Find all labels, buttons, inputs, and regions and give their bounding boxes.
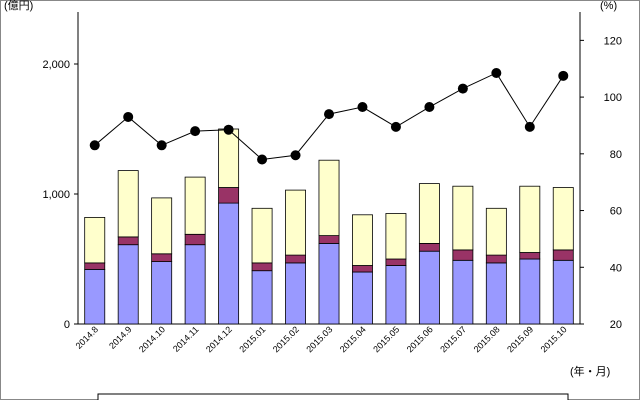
ratio-point (390, 121, 401, 132)
bar-segment-top (84, 216, 106, 264)
y-right-tick-label: 60 (610, 206, 622, 218)
bar-segment-middle (552, 249, 574, 261)
ratio-point (558, 70, 569, 81)
ratio-point (123, 111, 134, 122)
bar-segment-bottom (285, 262, 306, 325)
y-left-unit-label: (億円) (4, 0, 33, 12)
bar-segment-bottom (552, 259, 574, 325)
bar-segment-top (385, 213, 407, 260)
bar-segment-middle (117, 236, 139, 246)
bar-segment-middle (519, 252, 541, 260)
bar-segment-middle (352, 265, 373, 273)
legend-box (97, 393, 569, 400)
bar-segment-top (485, 207, 507, 256)
ratio-point (491, 67, 502, 78)
bar-segment-bottom (184, 244, 206, 325)
y-left-tick-label: 2,000 (42, 59, 70, 71)
ratio-point (156, 140, 167, 151)
y-right-tick-label: 40 (610, 262, 622, 274)
bar-segment-top (285, 189, 306, 256)
y-left-tick-label: 1,000 (42, 189, 70, 201)
bar-segment-top (452, 185, 474, 251)
bar-segment-middle (318, 235, 340, 244)
bar-segment-top (418, 183, 440, 244)
bar-segment-bottom (318, 242, 340, 325)
bar-segment-top (352, 214, 373, 266)
bar-segment-bottom (519, 258, 541, 325)
bar-segment-middle (485, 254, 507, 264)
bar-segment-middle (151, 253, 173, 263)
ratio-point (324, 109, 334, 120)
bar-segment-top (318, 159, 340, 236)
y-left-tick-label: 0 (64, 319, 70, 331)
bar-segment-bottom (485, 262, 507, 325)
bar-segment-middle (251, 262, 273, 272)
bar-segment-middle (452, 249, 474, 261)
bar-segment-middle (218, 187, 240, 204)
bar-segment-bottom (151, 261, 173, 325)
bar-segment-bottom (218, 202, 240, 325)
bar-segment-top (151, 197, 173, 255)
ratio-point (457, 83, 468, 94)
bar-segment-top (117, 170, 139, 238)
y-right-tick-label: 120 (604, 35, 622, 47)
ratio-point (257, 154, 268, 165)
bar-segment-bottom (418, 250, 440, 325)
ratio-point (190, 126, 201, 137)
bar-segment-bottom (452, 259, 474, 325)
bar-segment-bottom (352, 271, 373, 325)
ratio-point (290, 150, 301, 161)
y-right-tick-label: 20 (610, 319, 622, 331)
bar-segment-bottom (84, 268, 106, 325)
bar-segment-bottom (117, 244, 139, 325)
bar-segment-middle (418, 242, 440, 252)
bar-segment-middle (285, 254, 306, 264)
ratio-point (524, 121, 535, 132)
bar-segment-top (519, 185, 541, 253)
y-right-axis: 20 40 60 80 100 120 (580, 35, 622, 331)
ratio-point (89, 140, 100, 151)
bar-segment-top (251, 207, 273, 264)
ratio-point (424, 102, 435, 113)
bar-segment-middle (84, 262, 106, 270)
y-right-tick-label: 100 (604, 92, 622, 104)
bar-segment-bottom (385, 265, 407, 325)
bars (84, 128, 574, 325)
bar-segment-top (218, 128, 240, 188)
y-left-axis: 0 1,000 2,000 (42, 59, 78, 331)
bar-segment-middle (184, 233, 206, 246)
x-unit-label: (年・月) (570, 364, 610, 378)
bar-segment-middle (385, 258, 407, 266)
ratio-point (357, 102, 368, 113)
bar-segment-bottom (251, 270, 273, 325)
ratio-point (223, 124, 234, 135)
bar-segment-top (184, 176, 206, 235)
ratio-line (89, 67, 569, 165)
bar-segment-top (552, 187, 574, 251)
y-right-tick-label: 80 (610, 149, 622, 161)
y-right-unit-label: (%) (600, 0, 617, 12)
